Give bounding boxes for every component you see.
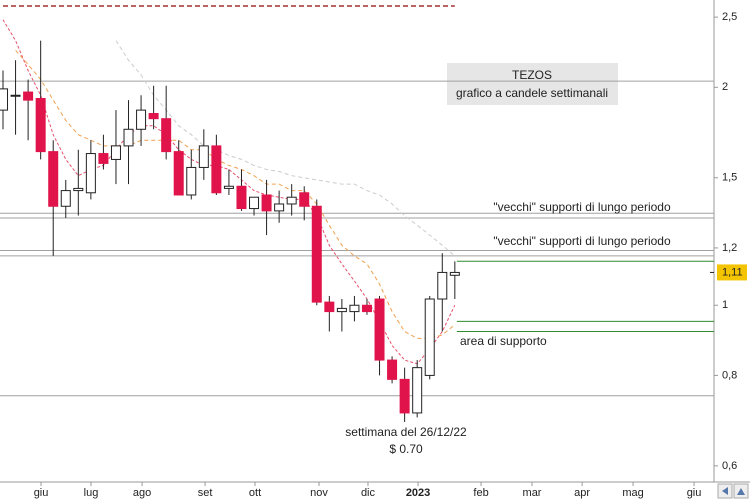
y-tick-label: 2 [722, 81, 728, 93]
last-price-box [717, 264, 747, 281]
candle-body [73, 187, 84, 192]
x-tick-label: giu [687, 487, 702, 499]
candle-body [437, 271, 448, 300]
x-tick-label: nov [310, 487, 328, 499]
candle-body [211, 145, 222, 194]
y-tick-label: 0,8 [722, 369, 737, 381]
x-tick-label: ago [133, 487, 151, 499]
chart-subtitle: grafico a candele settimanali [456, 86, 608, 100]
annotation: $ 0.70 [389, 442, 423, 456]
candle-body [311, 205, 322, 303]
candle-body [48, 151, 59, 207]
candle-body [35, 98, 46, 153]
candle-body [274, 203, 285, 212]
x-tick-label: set [198, 487, 213, 499]
y-tick-label: 1,5 [722, 172, 737, 184]
candle-body [198, 145, 209, 168]
last-price-label: 1,11 [722, 266, 743, 278]
candle-body [299, 192, 310, 207]
y-tick-label: 1 [722, 299, 728, 311]
arrow-icon [737, 488, 745, 495]
y-tick-label: 1,2 [722, 242, 737, 254]
y-tick-label: 0,6 [722, 460, 737, 472]
x-tick-label: feb [473, 487, 488, 499]
candle-body [85, 153, 96, 194]
x-tick-label: giu [34, 487, 49, 499]
candle-body [449, 271, 460, 276]
candle-body [123, 128, 134, 147]
x-tick-label: ott [249, 487, 261, 499]
candle-body [148, 113, 159, 120]
candle-body [249, 196, 260, 210]
annotation: area di supporto [460, 334, 547, 348]
moving-average [15, 49, 456, 339]
candle-body [399, 378, 410, 414]
candle-body [10, 94, 21, 97]
x-tick-label: mag [622, 487, 643, 499]
candle-body [387, 359, 398, 380]
candle-body [374, 298, 385, 361]
y-tick-label: 2,5 [722, 11, 737, 23]
candle-body [261, 194, 272, 212]
candle-body [412, 367, 423, 414]
annotation: settimana del 26/12/22 [345, 425, 467, 439]
candle-body [161, 118, 172, 153]
candle-body [349, 304, 360, 313]
x-tick-label: lug [84, 487, 99, 499]
candle-body [173, 151, 184, 196]
arrow-icon [722, 487, 728, 495]
candle-body [23, 91, 34, 101]
candle-body [336, 307, 347, 313]
moving-average [115, 40, 456, 257]
scroll-buttons[interactable] [717, 483, 749, 499]
candle-body [110, 145, 121, 160]
candle-body [186, 166, 197, 196]
x-tick-label: 2023 [406, 487, 430, 499]
candle-body [286, 196, 297, 205]
x-tick-label: apr [574, 487, 590, 499]
candle-body [0, 88, 9, 111]
candle-body [60, 190, 71, 207]
chart-title: TEZOS [512, 68, 552, 82]
annotation: "vecchi" supporti di lungo periodo [493, 200, 671, 214]
x-tick-label: mar [523, 487, 542, 499]
candle-body [361, 304, 372, 313]
candle-body [136, 109, 147, 130]
x-tick-label: dic [361, 487, 376, 499]
candle-body [98, 153, 109, 164]
title-box [447, 63, 618, 105]
candle-body [236, 185, 247, 210]
candle-body [424, 298, 435, 376]
candle-body [324, 301, 335, 313]
annotation: "vecchi" supporti di lungo periodo [493, 234, 671, 248]
candle-body [223, 185, 234, 189]
